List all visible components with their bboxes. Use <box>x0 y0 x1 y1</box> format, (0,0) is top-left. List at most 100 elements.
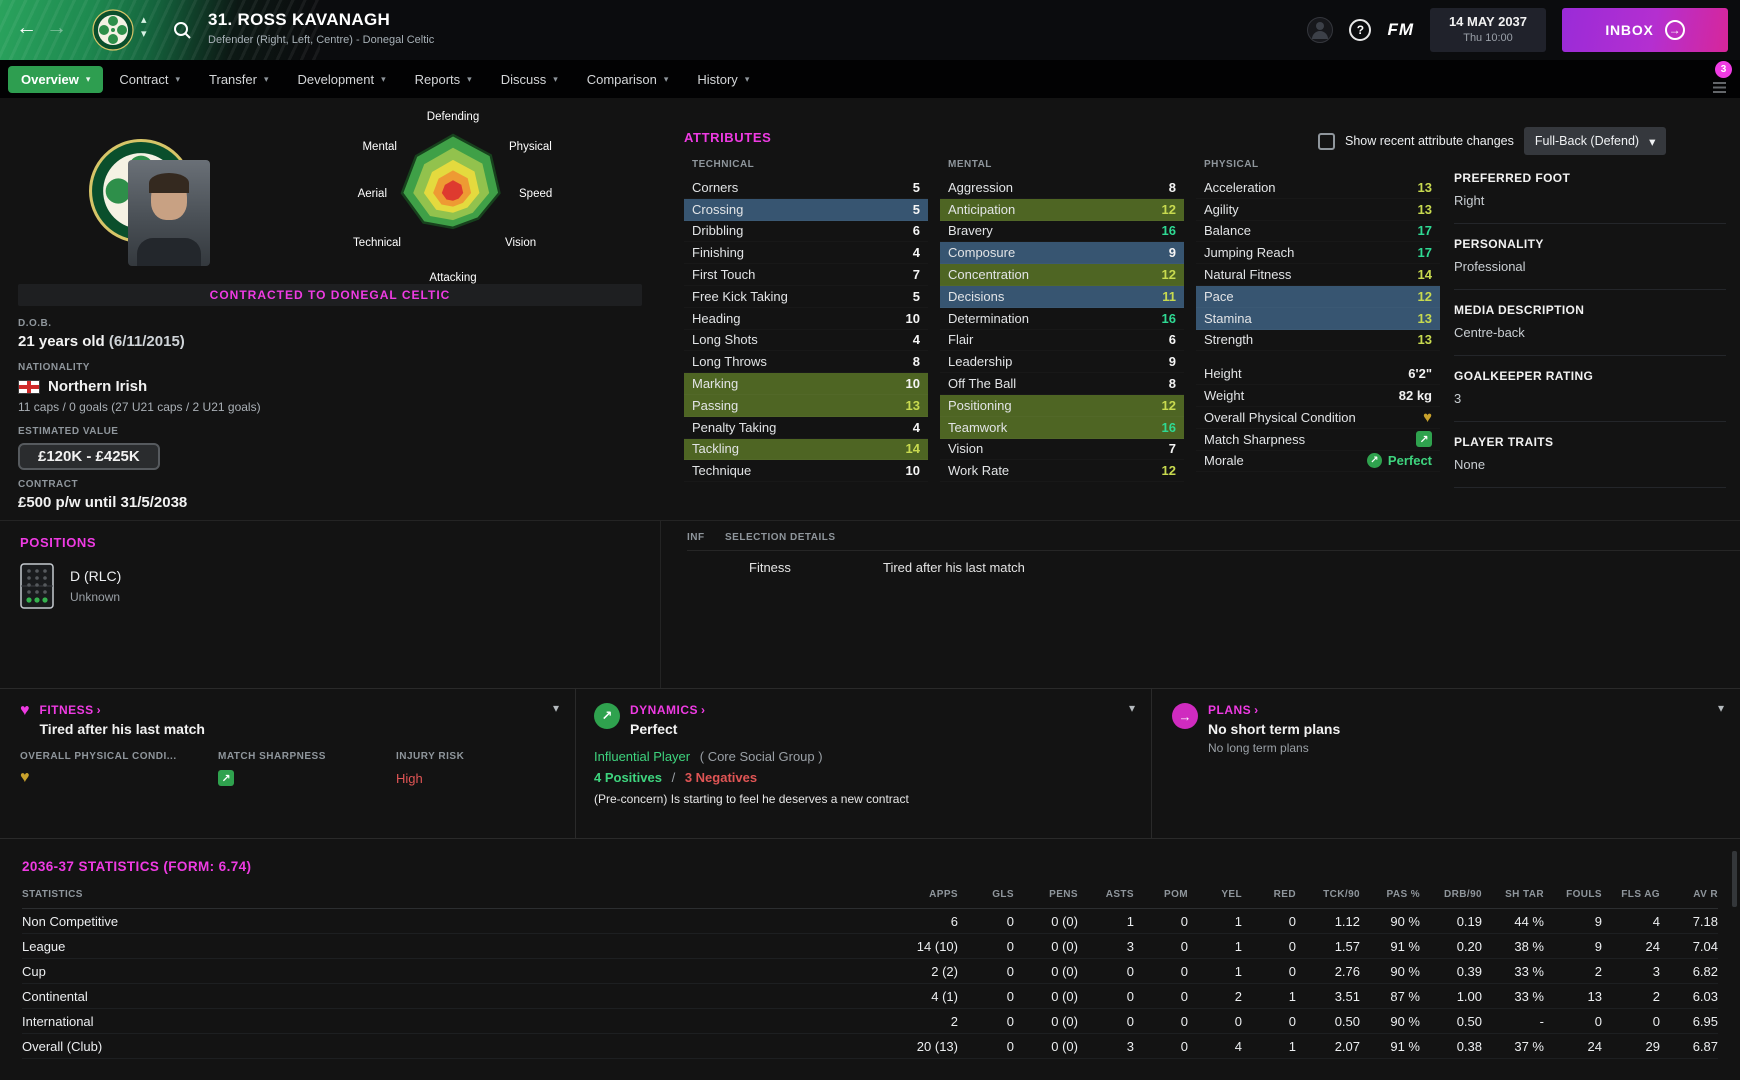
info-label: PERSONALITY <box>1454 237 1544 251</box>
tab-bar: Overview ▾ Contract ▾ Transfer ▾ Development ▾ R… <box>0 60 1740 98</box>
attribute-row: Positioning 12 <box>940 394 1184 417</box>
radar-label-attacking: Attacking <box>429 272 476 284</box>
stats-col-pas[interactable]: PAS % <box>1360 886 1420 909</box>
fitness-panel: ♥ FITNESS › Tired after his last match ▾… <box>0 689 575 839</box>
attribute-row: Bravery 16 <box>940 221 1184 243</box>
date-widget[interactable]: 14 MAY 2037 Thu 10:00 <box>1430 8 1546 52</box>
chevron-down-icon: ▾ <box>744 73 750 84</box>
stats-col-sh-tar[interactable]: SH TAR <box>1482 886 1544 909</box>
show-changes-checkbox[interactable] <box>1318 132 1335 150</box>
stats-col-statistics[interactable]: STATISTICS <box>22 886 892 909</box>
cycle-up-icon[interactable]: ▴ <box>141 14 147 26</box>
stats-col-yel[interactable]: YEL <box>1188 886 1242 909</box>
attribute-name: Free Kick Taking <box>692 288 788 304</box>
club-badge[interactable] <box>92 9 134 56</box>
back-button[interactable]: ← <box>16 16 37 39</box>
attribute-name: Agility <box>1204 201 1239 217</box>
attribute-row: Penalty Taking 4 <box>684 417 928 439</box>
stats-cell: 1.57 <box>1296 933 1360 959</box>
stats-col-fls-ag[interactable]: FLS AG <box>1602 886 1660 909</box>
stats-cell: 0 <box>1242 908 1296 934</box>
show-changes-label[interactable]: Show recent attribute changes <box>1345 134 1514 148</box>
stats-cell: 91 % <box>1360 1033 1420 1059</box>
tab-transfer[interactable]: Transfer ▾ <box>196 66 281 93</box>
tab-discuss[interactable]: Discuss ▾ <box>488 66 571 93</box>
stats-col-tck-90[interactable]: TCK/90 <box>1296 886 1360 909</box>
tab-development[interactable]: Development ▾ <box>284 66 398 93</box>
manager-avatar-icon[interactable] <box>1307 17 1334 43</box>
pitch-positions-icon <box>20 563 54 609</box>
scrollbar[interactable] <box>1732 851 1737 907</box>
notifications-icon[interactable] <box>1713 82 1726 93</box>
stats-col-pens[interactable]: PENS <box>1014 886 1078 909</box>
search-icon[interactable] <box>172 20 192 45</box>
stats-col-apps[interactable]: APPS <box>892 886 958 909</box>
attribute-row: Vision 7 <box>940 439 1184 461</box>
help-icon[interactable]: ? <box>1349 19 1372 41</box>
attribute-name: Penalty Taking <box>692 419 777 435</box>
info-value: Centre-back <box>1454 325 1525 340</box>
attributes-panel: ATTRIBUTES TECHNICAL Corners 5 Crossing 5 Dr… <box>672 98 1452 523</box>
stats-col-gls[interactable]: GLS <box>958 886 1014 909</box>
stats-cell: 0 <box>1242 1008 1296 1034</box>
contract-terms: £500 p/w until 31/5/2038 <box>18 494 188 511</box>
stats-cell: 9 <box>1544 908 1602 934</box>
plans-icon: → <box>1172 703 1198 729</box>
notifications[interactable]: 3 <box>1713 61 1732 93</box>
extra-name: Height <box>1204 366 1242 382</box>
stats-cell: 0 <box>1134 1033 1188 1059</box>
player-cycle[interactable]: ▴ ▾ <box>141 13 147 41</box>
stats-cell: 6.95 <box>1660 1008 1718 1034</box>
attribute-row: Passing 13 <box>684 394 928 417</box>
extra-value: ♥ <box>1423 409 1432 426</box>
cycle-down-icon[interactable]: ▾ <box>141 28 147 40</box>
tab-history[interactable]: History ▾ <box>684 66 762 93</box>
tab-reports[interactable]: Reports ▾ <box>402 66 485 93</box>
extra-name: Weight <box>1204 388 1245 404</box>
stats-cell: 3 <box>1078 1033 1134 1059</box>
tab-comparison[interactable]: Comparison ▾ <box>574 66 682 93</box>
attribute-row: Heading 10 <box>684 308 928 330</box>
physical-extra-row: Weight 82 kg <box>1196 385 1440 407</box>
stats-row-label: International <box>22 1008 892 1034</box>
avatar-head <box>1316 22 1325 30</box>
negatives-count[interactable]: 3 Negatives <box>684 770 758 785</box>
stats-col-asts[interactable]: ASTS <box>1078 886 1134 909</box>
tab-overview[interactable]: Overview ▾ <box>8 65 104 93</box>
fitness-link[interactable]: FITNESS › <box>40 703 205 717</box>
forward-button[interactable]: → <box>46 16 67 39</box>
stats-cell: 0 <box>958 958 1014 984</box>
attribute-row: Anticipation 12 <box>940 198 1184 221</box>
attribute-name: Concentration <box>948 267 1029 283</box>
stats-cell: 2 <box>1602 983 1660 1009</box>
stats-col-red[interactable]: RED <box>1242 886 1296 909</box>
morale-icon: ↗ <box>1366 453 1382 469</box>
stats-col-drb-90[interactable]: DRB/90 <box>1420 886 1482 909</box>
condition-heart-icon: ♥ <box>1423 408 1432 426</box>
info-label: PLAYER TRAITS <box>1454 435 1554 449</box>
attribute-value: 8 <box>912 354 920 370</box>
attribute-value: 6 <box>1168 332 1176 348</box>
attribute-value: 13 <box>1417 332 1432 348</box>
collapse-chevron-icon[interactable]: ▾ <box>1717 701 1724 715</box>
dynamics-link[interactable]: DYNAMICS › <box>630 703 706 717</box>
stats-col-pom[interactable]: POM <box>1134 886 1188 909</box>
info-label: PREFERRED FOOT <box>1454 171 1571 185</box>
positives-count[interactable]: 4 Positives <box>594 770 662 785</box>
player-dob: (6/11/2015) <box>108 333 185 350</box>
stats-col-fouls[interactable]: FOULS <box>1544 886 1602 909</box>
collapse-chevron-icon[interactable]: ▾ <box>552 701 559 715</box>
attribute-name: Flair <box>948 332 974 348</box>
stats-cell: 0 <box>1242 958 1296 984</box>
tab-contract[interactable]: Contract ▾ <box>106 66 193 93</box>
role-filter-dropdown[interactable]: Full-Back (Defend) ▾ <box>1523 127 1667 155</box>
attribute-value: 4 <box>912 332 920 348</box>
stats-col-av-r[interactable]: AV R <box>1660 886 1718 909</box>
plans-link[interactable]: PLANS › <box>1208 703 1340 717</box>
stats-row-label: Overall (Club) <box>22 1033 892 1059</box>
condition-label: OVERALL PHYSICAL CONDI... <box>20 751 177 762</box>
collapse-chevron-icon[interactable]: ▾ <box>1128 701 1135 715</box>
physical-title: PHYSICAL <box>1204 159 1259 170</box>
inbox-button[interactable]: INBOX → <box>1562 8 1728 52</box>
stats-cell: 0 (0) <box>1014 933 1078 959</box>
